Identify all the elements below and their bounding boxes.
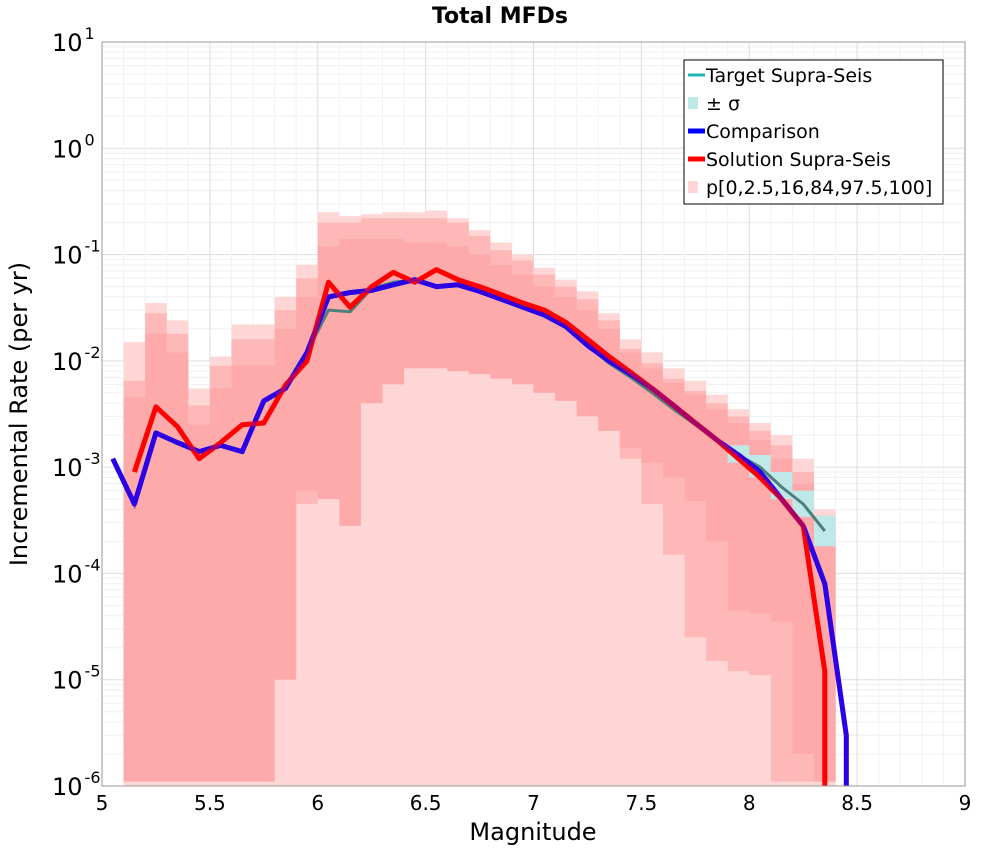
y-tick-label: 10 0 (52, 130, 95, 163)
legend: Target Supra-Seis ± σ Comparison Solution S… (683, 59, 944, 205)
x-tick-labels: 5 5.5 6 6.5 7 7.5 8 8.5 9 (96, 791, 972, 815)
y-tick-label: 10 -2 (52, 343, 101, 376)
y-tick-label: 10 -1 (52, 237, 101, 270)
x-tick-label: 5.5 (194, 791, 226, 815)
x-tick-label: 6 (311, 791, 324, 815)
y-tick-label: 10 1 (52, 24, 95, 57)
y-tick-label: 10 -5 (52, 662, 101, 695)
legend-swatch (688, 181, 698, 193)
chart-title: Total MFDs (432, 4, 568, 29)
x-tick-label: 7.5 (625, 791, 657, 815)
x-tick-label: 7 (527, 791, 540, 815)
legend-swatch (688, 97, 698, 109)
x-tick-label: 6.5 (410, 791, 442, 815)
x-tick-label: 8.5 (841, 791, 873, 815)
y-axis-label: Incremental Rate (per yr) (5, 262, 33, 566)
legend-label: ± σ (706, 93, 740, 115)
legend-box (683, 59, 944, 205)
x-tick-label: 9 (959, 791, 972, 815)
legend-label: Comparison (706, 121, 820, 143)
x-axis-label: Magnitude (469, 818, 596, 846)
series-lines (110, 267, 849, 786)
band-p16-p84 (123, 239, 836, 782)
legend-label: Solution Supra-Seis (706, 149, 891, 171)
legend-label: p[0,2.5,16,84,97.5,100] (706, 177, 932, 199)
y-tick-label: 10 -6 (52, 768, 101, 801)
y-tick-label: 10 -4 (52, 555, 101, 588)
series-comparison-overlay (110, 277, 849, 786)
y-tick-label: 10 -3 (52, 449, 101, 482)
legend-label: Target Supra-Seis (705, 65, 872, 87)
x-tick-label: 8 (743, 791, 756, 815)
plot-frame (101, 41, 966, 787)
x-tick-label: 5 (96, 791, 109, 815)
